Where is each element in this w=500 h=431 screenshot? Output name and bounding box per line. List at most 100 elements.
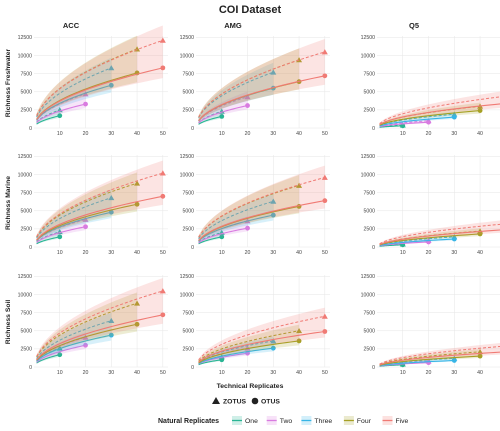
x-tick-label: 50 <box>160 131 166 137</box>
zotus-line-three <box>36 67 112 118</box>
y-tick-label: 12500 <box>180 274 195 280</box>
y-tick-label: 2500 <box>363 347 375 353</box>
otus-line-one <box>379 244 403 247</box>
y-tick-label: 10000 <box>361 292 376 298</box>
y-tick-label: 2500 <box>363 108 375 114</box>
x-tick-label: 30 <box>451 131 457 137</box>
zotus-point-five <box>321 174 328 180</box>
otus-line-two <box>198 227 248 244</box>
y-tick-label: 12500 <box>361 154 376 160</box>
x-tick-label: 30 <box>451 250 457 256</box>
y-tick-label: 2500 <box>20 227 32 233</box>
zotus-point-three <box>270 198 277 204</box>
otus-line-two <box>36 344 86 363</box>
y-tick-label: 5000 <box>182 90 194 96</box>
y-tick-label: 5000 <box>182 329 194 335</box>
x-tick-label: 20 <box>426 370 432 376</box>
otus-line-two <box>379 121 429 128</box>
y-tick-label: 12500 <box>361 35 376 41</box>
y-tick-label: 10000 <box>180 53 195 59</box>
otus-point-three <box>451 236 457 242</box>
x-tick-label: 20 <box>83 250 89 256</box>
zotus-line-four <box>379 351 481 366</box>
x-tick-label: 10 <box>57 131 63 137</box>
otus-point-one <box>219 234 225 240</box>
otus-point-five <box>322 73 328 79</box>
x-tick-label: 30 <box>270 370 276 376</box>
y-tick-label: 10000 <box>180 292 195 298</box>
x-axis-title: Technical Replicates <box>217 383 284 390</box>
panel-background <box>34 275 168 367</box>
zotus-point-five <box>159 170 166 176</box>
otus-point-five <box>322 198 328 204</box>
otus-line-four <box>198 340 300 364</box>
zotus-point-three <box>108 317 115 324</box>
otus-line-one <box>198 359 222 366</box>
y-tick-label: 2500 <box>363 227 375 233</box>
legend-key-three: Three <box>301 416 332 425</box>
zotus-line-three <box>36 197 112 239</box>
zotus-point-five <box>159 288 166 294</box>
y-tick-label: 7500 <box>182 310 194 316</box>
facet-column-acc: ACC <box>63 21 80 30</box>
panel-richness-freshwater-amg: 0 2500 5000 7500 10000 12500 10 20 30 40 50 <box>180 35 330 137</box>
legend-otus-circle-icon <box>251 397 259 405</box>
y-tick-label: 7500 <box>20 190 32 196</box>
otus-point-three <box>451 114 457 120</box>
x-tick-label: 50 <box>160 370 166 376</box>
x-tick-label: 30 <box>270 250 276 256</box>
otus-line-three <box>36 334 112 362</box>
otus-point-three <box>108 82 114 88</box>
otus-point-four <box>477 353 483 359</box>
y-tick-label: 0 <box>29 126 32 132</box>
otus-point-four <box>134 201 140 207</box>
zotus-line-five <box>198 51 325 118</box>
x-tick-label: 40 <box>134 370 140 376</box>
zotus-point-two <box>82 216 89 222</box>
x-tick-label: 10 <box>400 131 406 137</box>
x-tick-label: 10 <box>57 250 63 256</box>
otus-line-three <box>198 214 274 242</box>
otus-line-one <box>36 354 60 364</box>
facet-row-freshwater: Richness Freshwater <box>5 48 12 117</box>
zotus-line-five <box>36 290 163 357</box>
legend-key-label: One <box>245 418 258 425</box>
y-tick-label: 0 <box>372 126 375 132</box>
panel-richness-marine-amg: 0 2500 5000 7500 10000 12500 10 20 30 40 50 <box>180 154 330 256</box>
x-tick-label: 20 <box>426 250 432 256</box>
zotus-line-two <box>379 120 429 127</box>
zotus-line-one <box>198 110 222 124</box>
zotus-line-three <box>198 340 274 363</box>
zotus-line-five <box>198 176 325 238</box>
y-tick-label: 7500 <box>363 310 375 316</box>
y-tick-label: 5000 <box>182 209 194 215</box>
x-tick-label: 40 <box>296 131 302 137</box>
panel-richness-soil-amg: 0 2500 5000 7500 10000 12500 10 20 30 40 50 <box>180 274 330 376</box>
otus-line-one <box>198 115 222 125</box>
x-tick-label: 40 <box>477 250 483 256</box>
x-tick-label: 10 <box>219 370 225 376</box>
otus-point-five <box>160 193 166 199</box>
y-tick-label: 5000 <box>363 90 375 96</box>
x-tick-label: 30 <box>451 370 457 376</box>
x-tick-label: 30 <box>270 131 276 137</box>
otus-line-five <box>198 330 325 363</box>
otus-line-one <box>36 115 60 125</box>
otus-line-two <box>36 103 86 124</box>
x-tick-label: 20 <box>426 131 432 137</box>
zotus-point-three <box>108 194 115 201</box>
zotus-line-three <box>198 200 274 239</box>
otus-point-four <box>477 231 483 237</box>
otus-point-four <box>134 321 140 327</box>
x-tick-label: 40 <box>477 370 483 376</box>
otus-line-five <box>36 195 163 241</box>
otus-line-three <box>198 347 274 365</box>
x-tick-label: 50 <box>322 131 328 137</box>
y-tick-label: 0 <box>372 245 375 251</box>
zotus-point-four <box>134 300 141 306</box>
otus-line-one <box>36 236 60 245</box>
otus-line-four <box>379 110 481 126</box>
y-tick-label: 5000 <box>20 209 32 215</box>
